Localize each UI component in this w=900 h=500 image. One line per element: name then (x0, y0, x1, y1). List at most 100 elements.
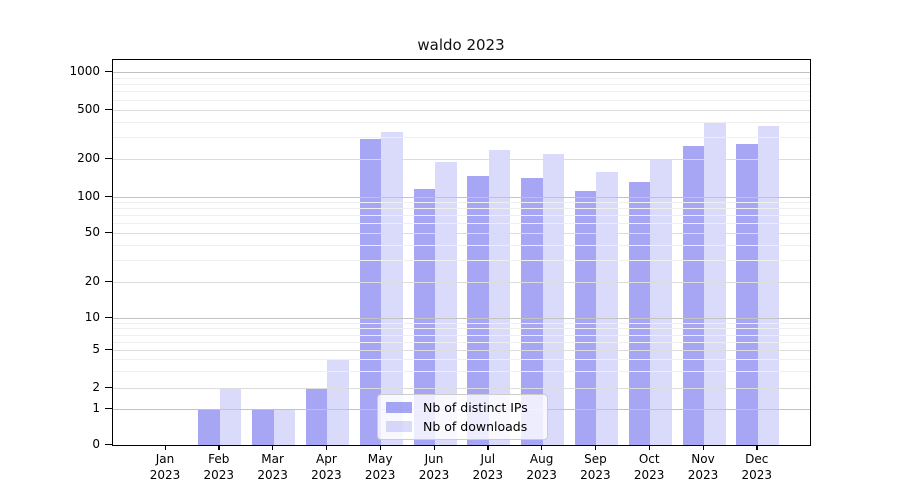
gridline-500 (113, 109, 810, 111)
x-tick-label-oct: Oct 2023 (633, 452, 665, 482)
legend: Nb of distinct IPs Nb of downloads (377, 394, 548, 440)
gridline-70 (113, 215, 810, 217)
x-tick-mark-jul (487, 445, 489, 450)
gridline-700 (113, 91, 810, 93)
bar-downloads-sep (596, 171, 618, 445)
bar-downloads-aug (542, 154, 565, 445)
x-tick-label-apr: Apr 2023 (311, 452, 342, 482)
gridline-4 (113, 359, 810, 361)
bar-downloads-nov (704, 121, 726, 445)
y-tick-label-1: 1 (92, 401, 100, 415)
y-tick-label-100: 100 (77, 188, 100, 203)
x-tick-label-mar: Mar 2023 (257, 452, 288, 482)
gridline-20 (113, 282, 810, 283)
x-tick-label-aug: Aug 2023 (526, 452, 557, 482)
x-tick-mark-jan (164, 445, 166, 450)
x-tick-label-may: May 2023 (364, 452, 396, 482)
y-tick-mark-20 (105, 281, 112, 283)
x-tick-label-dec: Dec 2023 (741, 452, 773, 482)
gridline-9 (113, 322, 810, 324)
x-tick-mark-aug (541, 445, 543, 450)
bar-downloads-apr (327, 359, 349, 445)
y-tick-label-50: 50 (84, 225, 100, 239)
y-tick-label-20: 20 (84, 274, 100, 288)
gridline-3 (113, 371, 810, 373)
plot-area: Nb of distinct IPs Nb of downloads (112, 59, 811, 446)
x-tick-label-jun: Jun 2023 (418, 452, 450, 482)
x-tick-label-jan: Jan 2023 (149, 452, 181, 482)
gridline-600 (113, 99, 810, 101)
bar-distinct-ips-jun (413, 188, 435, 445)
x-tick-label-jul: Jul 2023 (472, 452, 504, 482)
bar-downloads-dec (757, 125, 780, 445)
gridline-400 (113, 121, 810, 123)
y-tick-mark-100 (105, 195, 112, 197)
gridline-1000 (113, 72, 810, 73)
x-tick-mark-may (379, 445, 381, 450)
legend-row-downloads: Nb of downloads (378, 419, 547, 434)
gridline-2 (113, 388, 810, 389)
x-tick-label-nov: Nov 2023 (687, 452, 719, 482)
bar-downloads-jun (435, 161, 457, 445)
y-tick-label-0: 0 (92, 437, 100, 451)
y-tick-label-500: 500 (77, 101, 100, 116)
gridline-90 (113, 202, 810, 203)
bar-downloads-feb (219, 388, 242, 445)
bar-distinct-ips-jul (467, 176, 489, 445)
y-tick-mark-2 (105, 387, 112, 389)
y-tick-mark-0 (105, 444, 112, 446)
x-tick-mark-jun (433, 445, 435, 450)
y-tick-label-200: 200 (77, 151, 100, 165)
bar-distinct-ips-apr (305, 388, 328, 445)
gridline-80 (113, 208, 810, 210)
legend-swatch-downloads (386, 421, 412, 432)
chart-title: waldo 2023 (417, 36, 505, 54)
y-tick-mark-1 (105, 408, 112, 410)
bar-distinct-ips-feb (198, 409, 220, 445)
gridline-50 (113, 233, 810, 234)
y-tick-label-1000: 1000 (69, 64, 100, 78)
x-tick-mark-mar (272, 445, 274, 450)
gridline-200 (113, 159, 810, 160)
gridline-60 (113, 223, 810, 225)
bar-distinct-ips-mar (252, 409, 274, 445)
y-tick-mark-500 (105, 108, 112, 110)
legend-label-downloads: Nb of downloads (423, 419, 528, 434)
gridline-10 (113, 318, 810, 319)
bar-downloads-mar (273, 409, 296, 445)
x-tick-label-feb: Feb 2023 (203, 452, 235, 482)
bar-downloads-oct (650, 159, 672, 445)
bar-distinct-ips-dec (736, 143, 758, 445)
y-tick-mark-200 (105, 158, 112, 160)
gridline-8 (113, 328, 810, 330)
gridline-300 (113, 137, 810, 139)
y-tick-mark-50 (105, 232, 112, 234)
bar-downloads-may (381, 131, 403, 445)
x-tick-mark-oct (648, 445, 650, 450)
y-tick-label-5: 5 (92, 342, 100, 356)
y-tick-mark-5 (105, 349, 112, 351)
gridline-30 (113, 260, 810, 262)
legend-label-distinct-ips: Nb of distinct IPs (423, 400, 528, 415)
x-tick-mark-apr (325, 445, 328, 450)
y-tick-label-2: 2 (92, 380, 100, 394)
y-tick-mark-10 (105, 317, 112, 319)
x-tick-mark-sep (594, 445, 597, 450)
gridline-40 (113, 244, 810, 246)
gridline-900 (113, 77, 810, 79)
bar-distinct-ips-oct (628, 182, 651, 445)
bar-distinct-ips-nov (682, 145, 704, 445)
y-tick-mark-1000 (105, 71, 112, 73)
x-tick-mark-nov (702, 445, 704, 450)
gridline-6 (113, 341, 810, 343)
x-tick-mark-dec (756, 445, 758, 450)
gridline-100 (113, 196, 810, 198)
legend-swatch-distinct-ips (386, 402, 412, 413)
gridline-5 (113, 350, 810, 351)
y-tick-label-10: 10 (84, 310, 100, 324)
legend-row-distinct-ips: Nb of distinct IPs (378, 400, 547, 415)
gridline-7 (113, 334, 810, 336)
x-tick-label-sep: Sep 2023 (580, 452, 611, 482)
gridline-800 (113, 84, 810, 86)
